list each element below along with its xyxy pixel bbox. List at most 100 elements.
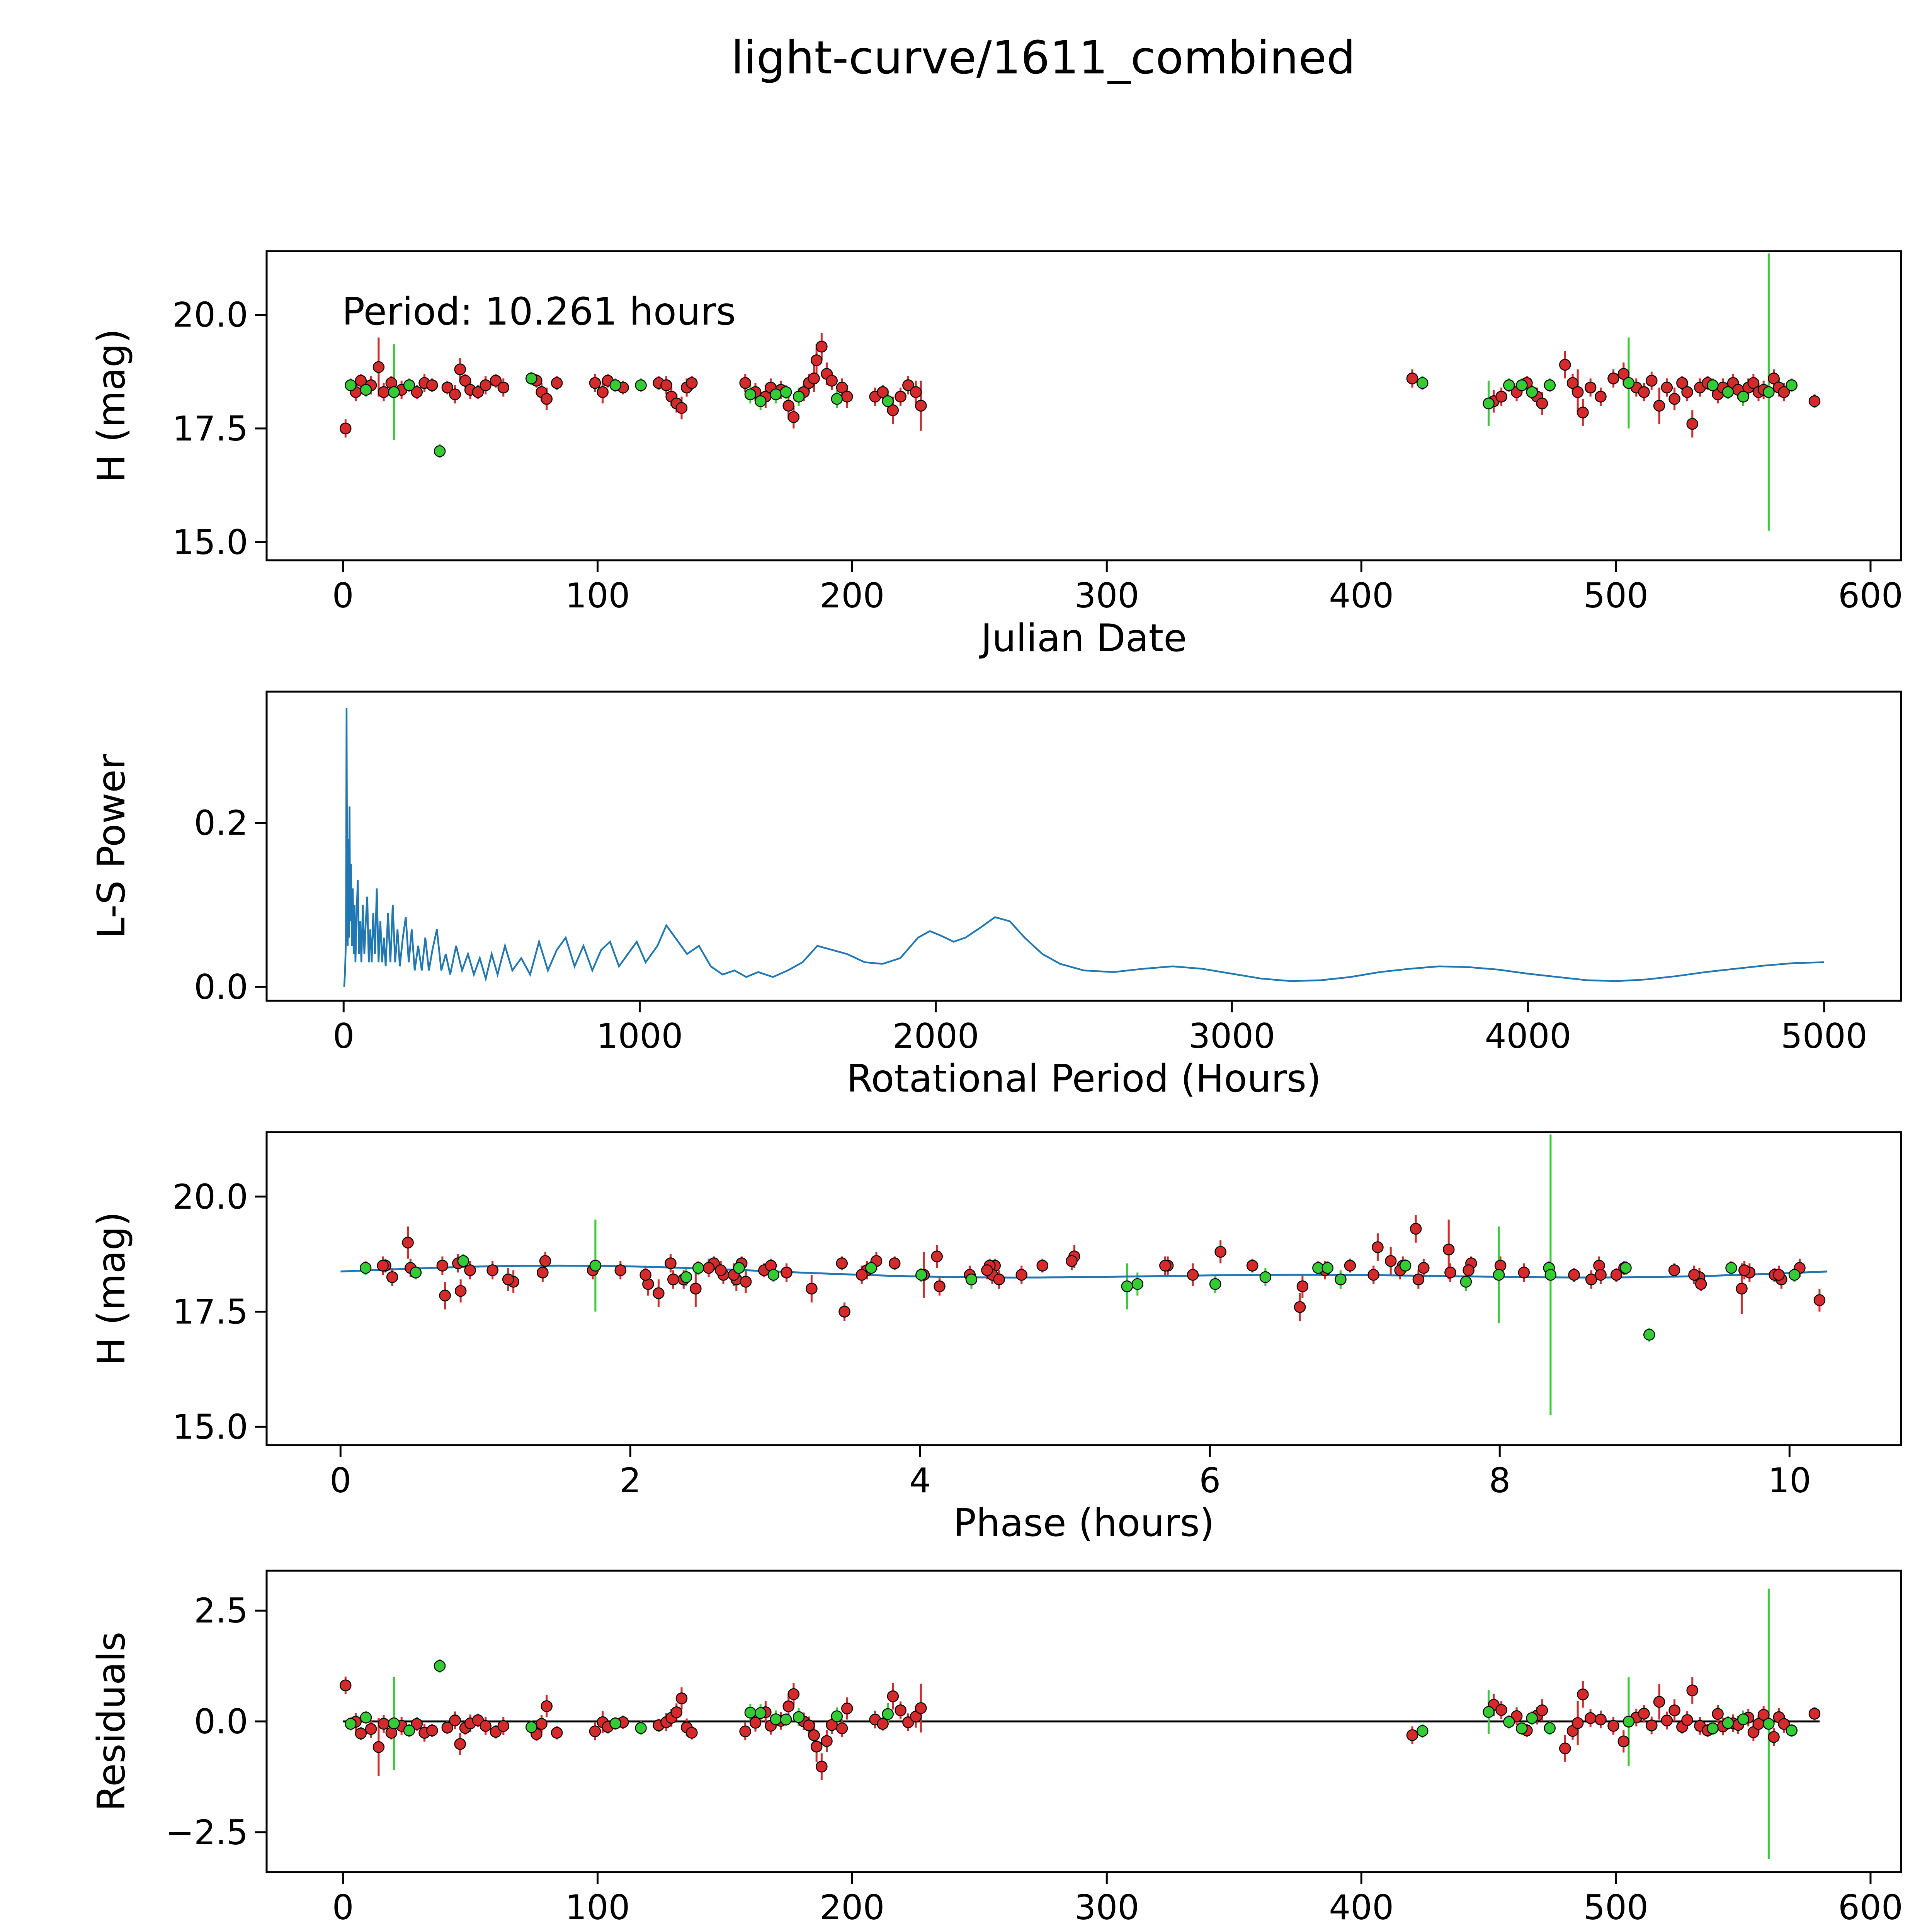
data-point <box>1681 1714 1693 1726</box>
data-point <box>525 372 537 384</box>
data-point <box>787 411 800 423</box>
data-point <box>739 1725 751 1738</box>
x-tick-label: 600 <box>1838 576 1903 616</box>
data-point <box>1544 1269 1557 1281</box>
data-point <box>1571 386 1584 398</box>
data-point <box>472 386 484 398</box>
data-point <box>793 391 805 403</box>
data-point <box>551 1727 563 1739</box>
data-point <box>665 1257 677 1269</box>
data-point <box>1737 1713 1749 1725</box>
data-point <box>441 1721 454 1734</box>
data-point <box>359 1262 372 1274</box>
data-point <box>541 1700 553 1712</box>
data-point <box>1577 1688 1589 1701</box>
data-point <box>1412 1273 1425 1286</box>
data-point <box>1214 1246 1226 1258</box>
data-point <box>1443 1243 1455 1255</box>
x-tick-label: 2000 <box>893 1016 979 1056</box>
data-point <box>836 1257 848 1269</box>
data-point <box>1622 1716 1635 1728</box>
data-point <box>589 1725 601 1738</box>
data-point <box>457 1255 469 1267</box>
data-point <box>780 1713 792 1726</box>
data-point <box>1559 359 1571 371</box>
data-point <box>1763 1718 1775 1730</box>
data-point <box>1526 1712 1538 1724</box>
data-point <box>411 1718 423 1730</box>
x-tick-label: 3000 <box>1189 1016 1275 1056</box>
data-point <box>1493 1269 1505 1281</box>
data-point <box>502 1273 514 1286</box>
data-point <box>1707 1722 1719 1735</box>
data-point <box>372 1741 385 1753</box>
data-point <box>1131 1278 1143 1290</box>
data-point <box>1296 1280 1309 1293</box>
data-point <box>1661 381 1673 394</box>
data-point <box>1526 386 1538 398</box>
data-point <box>388 1717 400 1730</box>
data-point <box>340 422 352 435</box>
data-point <box>1695 1278 1707 1290</box>
data-point <box>454 1738 466 1750</box>
x-tick-label: 2 <box>619 1461 641 1500</box>
data-point <box>536 1718 548 1730</box>
y-tick-label: 20.0 <box>172 295 248 335</box>
data-point <box>1463 1264 1475 1276</box>
data-point <box>895 1704 906 1716</box>
data-point <box>993 1273 1005 1286</box>
data-point <box>360 384 372 396</box>
data-point <box>810 1740 823 1753</box>
data-point <box>841 1702 853 1714</box>
data-point <box>1668 393 1680 405</box>
phase-panel: 0 2 4 6 8 10 15.0 17.5 20.0 Phase (hours) H (mag) <box>90 1131 1902 1545</box>
data-point <box>915 400 927 412</box>
data-point <box>1495 1704 1507 1716</box>
data-point <box>915 1702 927 1714</box>
data-point <box>1417 377 1429 389</box>
axes-frame <box>265 1131 1902 1446</box>
data-point <box>806 1282 818 1295</box>
data-point <box>1653 1696 1665 1708</box>
data-point <box>739 377 751 389</box>
data-point <box>1503 1716 1515 1728</box>
data-point <box>639 1269 651 1281</box>
x-tick-label: 300 <box>1074 1888 1139 1927</box>
data-point <box>1808 395 1821 407</box>
residuals-panel: 0 100 200 300 400 500 600 −2.5 0.0 2.5 Julian Date… <box>90 1570 1903 1932</box>
data-point <box>702 1262 715 1274</box>
data-point <box>1259 1271 1272 1283</box>
data-point <box>1584 1712 1597 1724</box>
data-point <box>754 1707 767 1719</box>
data-point <box>1410 1223 1422 1235</box>
data-point <box>810 354 823 366</box>
data-point <box>836 1722 848 1735</box>
x-tick-label: 6 <box>1199 1461 1221 1500</box>
data-point <box>497 1720 510 1732</box>
data-point <box>733 1262 745 1274</box>
data-point <box>1638 1708 1650 1720</box>
x-tick-label: 500 <box>1583 576 1648 616</box>
data-point <box>931 1250 943 1262</box>
data-point <box>686 1727 698 1739</box>
data-point <box>653 1287 665 1299</box>
x-axis-label: Phase (hours) <box>953 1501 1214 1545</box>
data-point <box>1688 1269 1700 1281</box>
data-point <box>915 1269 927 1281</box>
data-point <box>1584 381 1597 394</box>
data-point <box>821 1735 833 1747</box>
x-tick-label: 500 <box>1583 1888 1648 1927</box>
data-point <box>836 381 848 394</box>
data-point <box>895 391 906 403</box>
data-point <box>1518 1267 1530 1279</box>
data-point <box>1406 372 1418 384</box>
data-point <box>439 1289 451 1302</box>
data-point <box>449 1714 461 1726</box>
data-point <box>803 1719 815 1731</box>
data-point <box>1725 1262 1737 1274</box>
x-axis-label: Julian Date <box>978 616 1187 660</box>
data-point <box>355 1727 367 1740</box>
data-point <box>1712 1708 1724 1720</box>
data-point <box>1778 386 1790 398</box>
